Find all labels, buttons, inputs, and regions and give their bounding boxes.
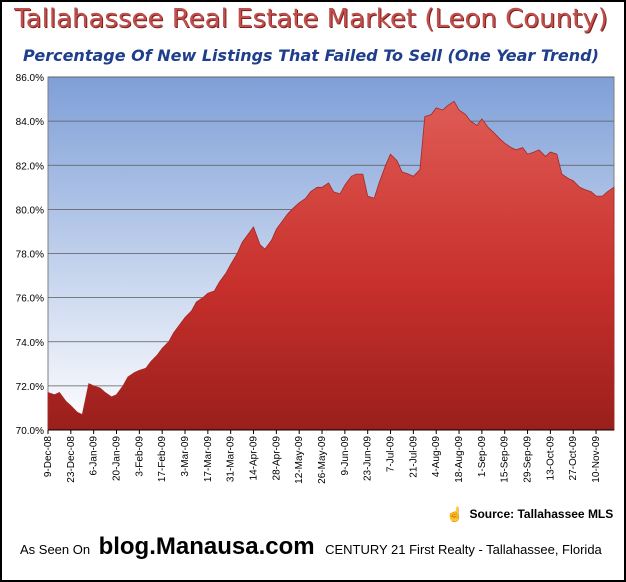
blog-link[interactable]: blog.Manausa.com	[98, 533, 315, 560]
x-axis: 9-Dec-08 23-Dec-08 6-Jan-09 20-Jan-09 3-Feb-…	[43, 429, 614, 484]
x-tick-label: 9-Dec-08	[43, 436, 54, 478]
y-axis: 70.0% 72.0% 74.0% 76.0% 78.0% 80.0% 82.0% 84.0%…	[16, 73, 44, 437]
company-label: CENTURY 21 First Realty - Tallahassee, F…	[325, 542, 602, 557]
x-tick-label: 15-Sep-09	[500, 436, 511, 483]
y-tick-label: 86.0%	[16, 73, 44, 84]
x-tick-label: 4-Aug-09	[431, 436, 442, 478]
x-tick-label: 17-Feb-09	[157, 436, 168, 483]
x-tick-label: 29-Sep-09	[523, 436, 534, 483]
y-tick-label: 70.0%	[16, 426, 44, 437]
source-note: ☝ Source: Tallahassee MLS	[446, 506, 613, 523]
hand-pointer-icon: ☝	[446, 506, 464, 522]
chart-title: Tallahassee Real Estate Market (Leon Cou…	[14, 4, 608, 34]
x-tick-label: 23-Jun-09	[363, 436, 374, 481]
as-seen-label: As Seen On	[20, 542, 91, 557]
x-tick-label: 18-Aug-09	[454, 436, 465, 483]
x-tick-label: 3-Mar-09	[180, 436, 191, 477]
x-tick-label: 13-Oct-09	[545, 436, 556, 481]
y-tick-label: 76.0%	[16, 294, 44, 305]
x-tick-label: 6-Jan-09	[89, 436, 100, 476]
x-tick-label: 26-May-09	[317, 436, 328, 484]
x-tick-label: 27-Oct-09	[568, 436, 579, 481]
y-tick-label: 72.0%	[16, 382, 44, 393]
y-tick-label: 84.0%	[16, 117, 44, 128]
source-text: Source: Tallahassee MLS	[469, 507, 614, 521]
x-tick-label: 7-Jul-09	[386, 436, 397, 473]
x-tick-label: 12-May-09	[294, 436, 305, 484]
x-tick-label: 14-Apr-09	[249, 436, 260, 481]
y-tick-label: 74.0%	[16, 338, 44, 349]
x-tick-label: 21-Jul-09	[408, 436, 419, 478]
x-tick-label: 31-Mar-09	[226, 436, 237, 483]
footer: As Seen On blog.Manausa.com CENTURY 21 F…	[20, 533, 620, 561]
y-tick-label: 82.0%	[16, 161, 44, 172]
x-tick-label: 23-Dec-08	[66, 436, 77, 483]
chart-subtitle: Percentage Of New Listings That Failed T…	[23, 46, 599, 65]
y-tick-label: 78.0%	[16, 250, 44, 261]
x-tick-label: 10-Nov-09	[591, 436, 602, 483]
x-tick-label: 17-Mar-09	[203, 436, 214, 483]
x-tick-label: 3-Feb-09	[134, 436, 145, 477]
series-area-path	[47, 100, 615, 431]
series-area	[47, 100, 615, 431]
x-tick-label: 20-Jan-09	[112, 436, 123, 481]
x-tick-label: 9-Jun-09	[340, 436, 351, 476]
x-tick-label: 28-Apr-09	[271, 436, 282, 481]
x-tick-label: 1-Sep-09	[477, 436, 488, 478]
y-tick-label: 80.0%	[16, 205, 44, 216]
